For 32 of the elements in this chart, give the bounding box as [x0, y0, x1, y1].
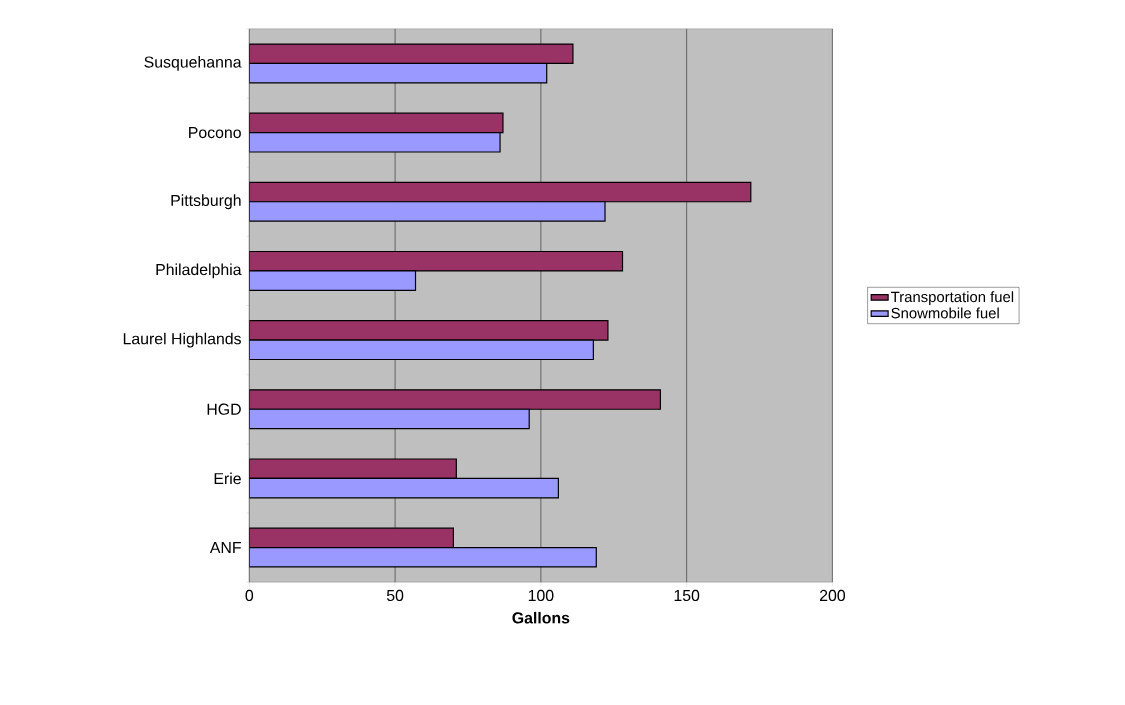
- bar: [249, 43, 574, 65]
- bar: [249, 201, 606, 222]
- x-tick-label: 200: [820, 590, 846, 602]
- y-tick-label: Pocono: [189, 127, 241, 139]
- bar: [249, 339, 594, 361]
- bar: [249, 63, 548, 84]
- bar: [249, 527, 455, 549]
- bar: [249, 270, 417, 292]
- y-tick-label: Laurel Highlands: [123, 332, 241, 348]
- bar: [249, 181, 752, 203]
- bar: [249, 251, 624, 272]
- bar: [249, 547, 597, 568]
- y-tick-label: Susquehanna: [144, 56, 242, 72]
- bar: [249, 112, 504, 134]
- bar: [249, 132, 501, 153]
- bar: [249, 408, 530, 430]
- y-tick-label: ANF: [209, 542, 241, 554]
- legend-label: Transportation fuel: [891, 291, 1014, 306]
- y-tick-label: Philadelphia: [156, 263, 242, 279]
- bar: [249, 458, 457, 480]
- x-axis-title: Gallons: [512, 612, 570, 624]
- legend-label: Snowmobile fuel: [891, 307, 999, 319]
- x-tick-label: 150: [674, 590, 700, 602]
- bar: [249, 389, 662, 411]
- y-tick-label: HGD: [207, 403, 241, 416]
- x-tick-label: 0: [245, 590, 254, 602]
- x-tick-label: 100: [528, 590, 554, 602]
- y-tick-label: Erie: [214, 472, 241, 485]
- x-tick-label: 50: [386, 590, 404, 602]
- y-tick-label: Pittsburgh: [171, 194, 241, 210]
- bar: [249, 320, 609, 341]
- bar: [249, 478, 559, 499]
